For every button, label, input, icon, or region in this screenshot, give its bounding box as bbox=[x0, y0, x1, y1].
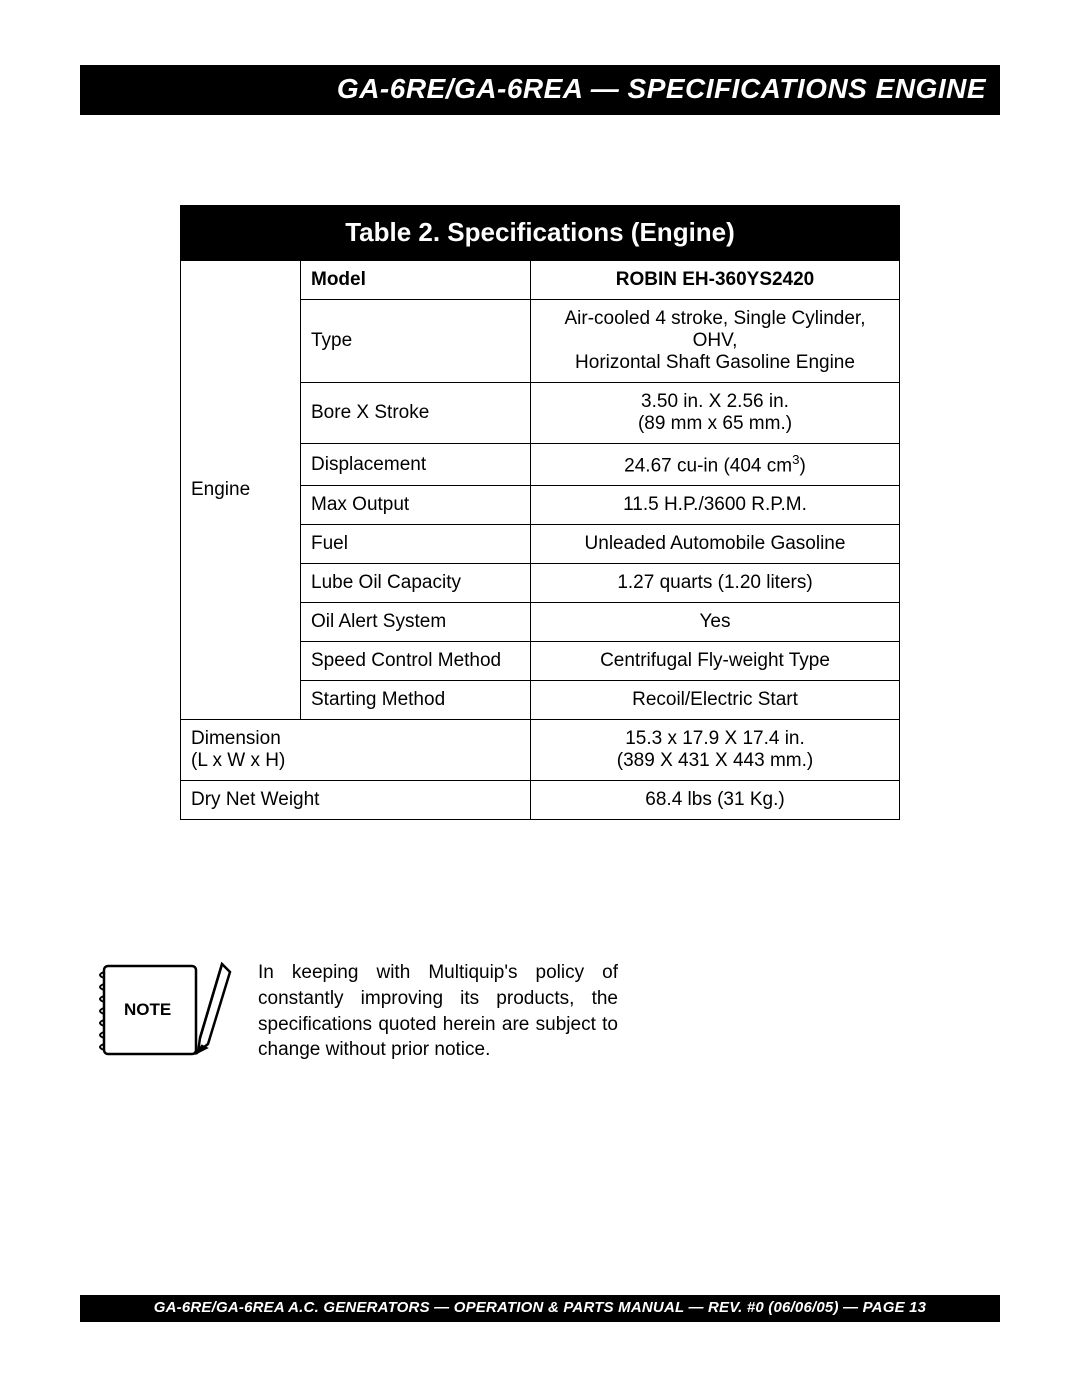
row-value: Centrifugal Fly-weight Type bbox=[531, 642, 900, 681]
row-label: Displacement bbox=[301, 444, 531, 486]
engine-category-cell: Engine bbox=[181, 261, 301, 720]
note-label: NOTE bbox=[124, 1000, 171, 1020]
spec-table-container: Table 2. Specifications (Engine) Engine … bbox=[180, 205, 900, 820]
row-value: Unleaded Automobile Gasoline bbox=[531, 525, 900, 564]
page-header-bar: GA-6RE/GA-6REA — SPECIFICATIONS ENGINE bbox=[80, 65, 1000, 115]
page-header-title: GA-6RE/GA-6REA — SPECIFICATIONS ENGINE bbox=[337, 73, 986, 104]
row-label: Max Output bbox=[301, 486, 531, 525]
model-header-value: ROBIN EH-360YS2420 bbox=[531, 261, 900, 300]
row-label: Speed Control Method bbox=[301, 642, 531, 681]
row-value: 24.67 cu-in (404 cm3) bbox=[531, 444, 900, 486]
dimension-value: 15.3 x 17.9 X 17.4 in.(389 X 431 X 443 m… bbox=[531, 720, 900, 781]
table-row: Dry Net Weight 68.4 lbs (31 Kg.) bbox=[181, 781, 900, 820]
table-header-row: Engine Model ROBIN EH-360YS2420 bbox=[181, 261, 900, 300]
row-label: Starting Method bbox=[301, 681, 531, 720]
note-icon-wrap: NOTE bbox=[90, 960, 240, 1060]
row-label: Oil Alert System bbox=[301, 603, 531, 642]
row-label: Type bbox=[301, 300, 531, 383]
footer-text: GA-6RE/GA-6REA A.C. GENERATORS — OPERATI… bbox=[154, 1299, 926, 1316]
row-value: 1.27 quarts (1.20 liters) bbox=[531, 564, 900, 603]
row-value: 11.5 H.P./3600 R.P.M. bbox=[531, 486, 900, 525]
dimension-label: Dimension(L x W x H) bbox=[181, 720, 531, 781]
spec-table-title: Table 2. Specifications (Engine) bbox=[180, 205, 900, 260]
row-value: Recoil/Electric Start bbox=[531, 681, 900, 720]
row-label: Fuel bbox=[301, 525, 531, 564]
row-label: Lube Oil Capacity bbox=[301, 564, 531, 603]
note-text: In keeping with Multiquip's policy of co… bbox=[258, 960, 618, 1063]
table-row: Dimension(L x W x H) 15.3 x 17.9 X 17.4 … bbox=[181, 720, 900, 781]
row-value: Yes bbox=[531, 603, 900, 642]
page-footer-bar: GA-6RE/GA-6REA A.C. GENERATORS — OPERATI… bbox=[80, 1295, 1000, 1322]
row-label: Bore X Stroke bbox=[301, 383, 531, 444]
weight-value: 68.4 lbs (31 Kg.) bbox=[531, 781, 900, 820]
weight-label: Dry Net Weight bbox=[181, 781, 531, 820]
row-value: 3.50 in. X 2.56 in.(89 mm x 65 mm.) bbox=[531, 383, 900, 444]
spec-table: Engine Model ROBIN EH-360YS2420 Type Air… bbox=[180, 260, 900, 820]
note-block: NOTE In keeping with Multiquip's policy … bbox=[90, 960, 1000, 1063]
model-header-label: Model bbox=[301, 261, 531, 300]
row-value: Air-cooled 4 stroke, Single Cylinder, OH… bbox=[531, 300, 900, 383]
